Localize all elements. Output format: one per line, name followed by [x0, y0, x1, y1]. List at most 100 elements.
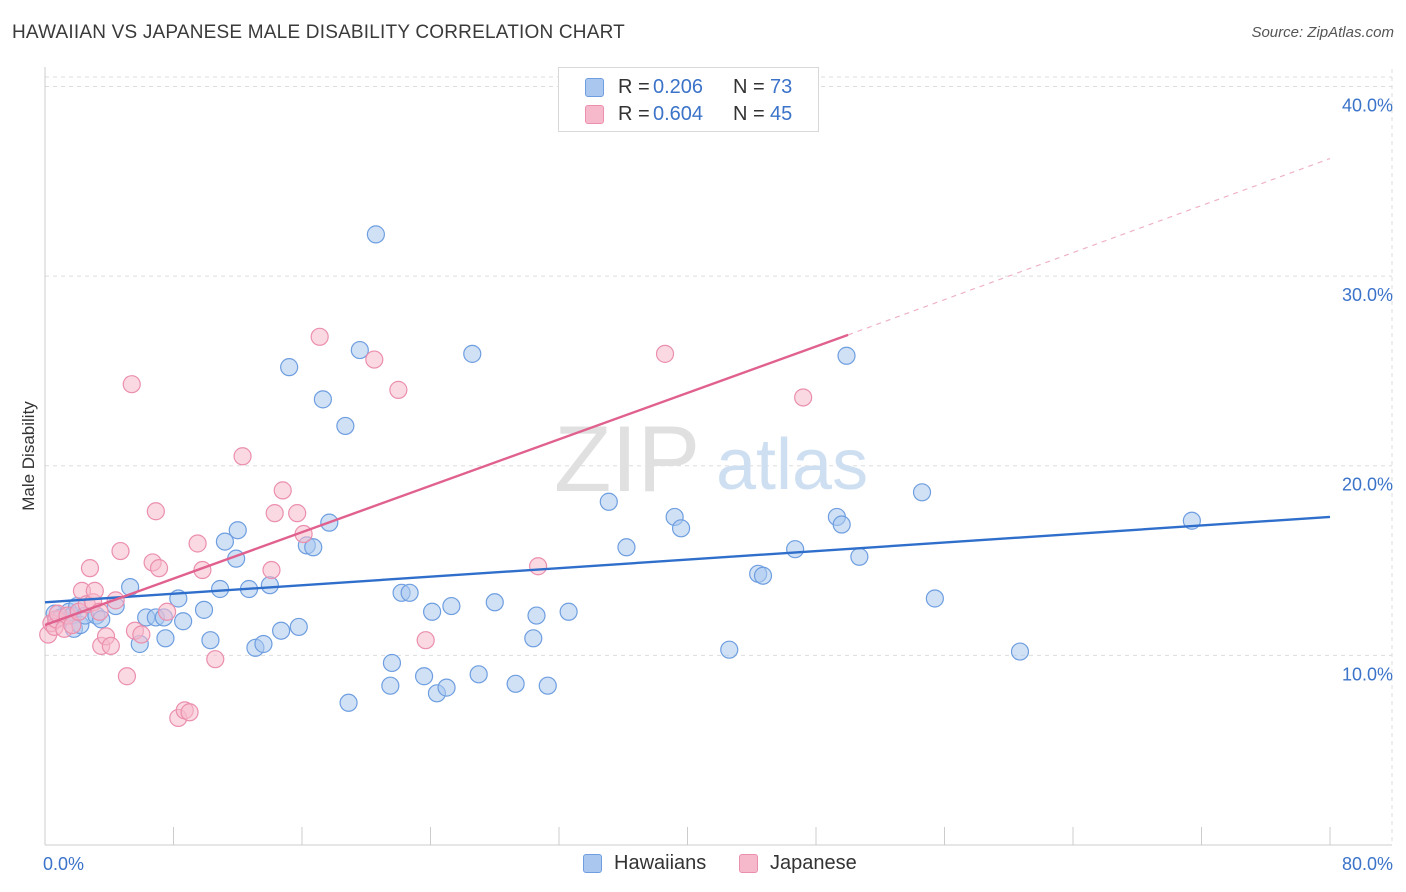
- japanese-point: [132, 625, 151, 644]
- japanese-point: [85, 581, 104, 600]
- hawaiians-point: [194, 600, 214, 619]
- japanese-point: [233, 447, 252, 466]
- hawaiians-swatch: [583, 854, 602, 873]
- japanese-swatch: [739, 854, 758, 873]
- hawaiians-point: [174, 612, 193, 631]
- hawaiians-point: [437, 678, 456, 697]
- hawaiians-point: [366, 225, 385, 244]
- hawaiians-point: [339, 693, 358, 712]
- japanese-point: [188, 534, 207, 553]
- japanese-point: [310, 327, 329, 346]
- japanese-point: [265, 504, 284, 523]
- hawaiians-point: [912, 483, 932, 502]
- japanese-point: [149, 559, 169, 578]
- hawaiians-point: [304, 538, 323, 557]
- japanese-point: [416, 631, 435, 650]
- r-value: 0.604: [653, 102, 704, 125]
- japanese-point: [146, 502, 165, 521]
- data-points: [39, 225, 1201, 728]
- hawaiians-point: [720, 640, 739, 659]
- hawaiians-point: [469, 665, 488, 684]
- hawaiians-point: [382, 653, 402, 673]
- hawaiians-point: [559, 602, 578, 621]
- japanese-point: [389, 380, 408, 399]
- hawaiians-point: [228, 521, 247, 540]
- hawaiians-point: [414, 667, 434, 686]
- n-value: 45: [770, 102, 793, 125]
- hawaiians-point: [350, 340, 369, 360]
- hawaiians-swatch: [585, 77, 604, 97]
- japanese-point: [794, 388, 813, 407]
- n-label: N =: [733, 75, 765, 98]
- x-tick-label: 80.0%: [1342, 854, 1393, 874]
- hawaiians-point: [201, 631, 220, 650]
- legend-item-japanese[interactable]: Japanese: [739, 852, 857, 875]
- hawaiians-point: [527, 606, 546, 625]
- grid-lines: [45, 69, 1393, 845]
- y-tick-label: 20.0%: [1342, 475, 1393, 495]
- hawaiians-point: [1010, 642, 1030, 661]
- hawaiians-point: [506, 674, 525, 693]
- hawaiians-point: [837, 346, 856, 365]
- stats-legend: R = 0.206 N = 73 R = 0.604 N = 45: [558, 67, 819, 132]
- hawaiians-point: [423, 602, 442, 621]
- chart-source: Source: ZipAtlas.com: [1251, 24, 1394, 41]
- r-value: 0.206: [653, 75, 704, 98]
- japanese-point: [180, 703, 199, 722]
- japanese-point: [111, 541, 130, 561]
- y-tick-label: 40.0%: [1342, 95, 1393, 115]
- r-label: R =: [618, 75, 650, 98]
- watermark-zip: ZIP: [554, 406, 700, 511]
- japanese-swatch: [585, 104, 604, 124]
- hawaiians-point: [850, 547, 869, 566]
- japanese-point: [529, 557, 548, 576]
- stats-legend-row-japanese: R = 0.604 N = 45: [585, 102, 792, 126]
- hawaiians-point: [336, 416, 355, 436]
- hawaiians-point: [400, 583, 419, 602]
- hawaiians-point: [260, 576, 279, 595]
- hawaiians-point: [289, 617, 308, 637]
- japanese-trend-extension: [847, 157, 1331, 336]
- r-label: R =: [618, 102, 650, 125]
- series-legend: Hawaiians Japanese: [0, 852, 1406, 876]
- y-tick-label: 10.0%: [1342, 664, 1393, 684]
- chart-title: HAWAIIAN VS JAPANESE MALE DISABILITY COR…: [12, 22, 625, 43]
- legend-label-hawaiians: Hawaiians: [614, 852, 707, 874]
- n-value: 73: [770, 75, 793, 98]
- hawaiians-point: [524, 629, 543, 648]
- japanese-point: [157, 602, 177, 621]
- japanese-point: [273, 481, 292, 500]
- y-tick-label: 30.0%: [1342, 285, 1393, 305]
- japanese-point: [101, 636, 120, 655]
- legend-label-japanese: Japanese: [770, 852, 857, 874]
- hawaiians-point: [254, 634, 273, 654]
- hawaiians-point: [215, 532, 234, 551]
- hawaiians-point: [280, 358, 299, 377]
- hawaiians-point: [381, 676, 400, 695]
- x-tick-label: 0.0%: [43, 854, 84, 874]
- hawaiians-point: [272, 621, 291, 640]
- hawaiians-point: [485, 593, 504, 612]
- trend-lines: [44, 157, 1331, 627]
- japanese-point: [122, 375, 141, 394]
- watermark-atlas: atlas: [716, 425, 868, 505]
- hawaiians-point: [925, 589, 944, 608]
- hawaiians-point: [442, 596, 461, 616]
- watermark: ZIP atlas: [554, 406, 868, 511]
- hawaiians-point: [599, 492, 618, 511]
- japanese-point: [365, 350, 384, 369]
- japanese-trend-line: [44, 333, 849, 627]
- tick-labels: 10.0% 20.0% 30.0% 40.0% 0.0% 80.0% Male Disabi…: [19, 95, 1393, 874]
- japanese-point: [80, 559, 100, 578]
- japanese-point: [206, 650, 225, 669]
- hawaiians-point: [753, 566, 773, 585]
- hawaiians-point: [210, 579, 230, 599]
- hawaiians-point: [538, 676, 557, 695]
- legend-item-hawaiians[interactable]: Hawaiians: [583, 852, 706, 875]
- stats-legend-row-hawaiians: R = 0.206 N = 73: [585, 75, 792, 99]
- japanese-point: [117, 667, 137, 686]
- axes: [44, 67, 1392, 846]
- hawaiians-point: [463, 344, 482, 363]
- y-axis-title: Male Disability: [19, 401, 38, 511]
